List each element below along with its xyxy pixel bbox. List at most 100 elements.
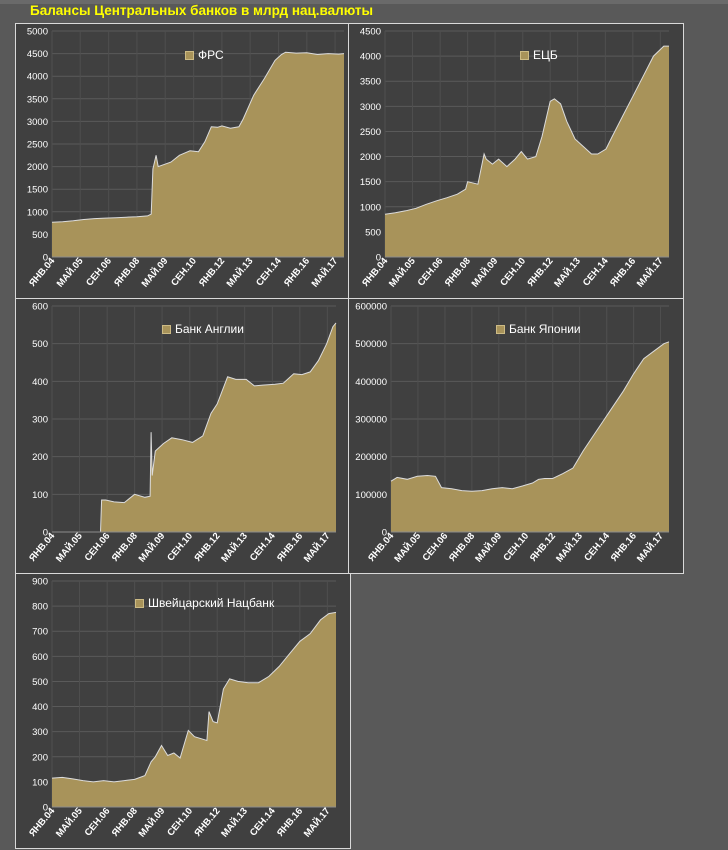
x-tick-label: СЕН.06	[84, 256, 114, 289]
x-tick-label: СЕН.14	[582, 530, 612, 563]
x-tick-label: ЯНВ.16	[275, 531, 305, 564]
x-tick-label: ЯНВ.12	[192, 806, 222, 839]
x-tick-label: МАЙ.17	[301, 805, 333, 839]
area-fill	[52, 52, 344, 258]
y-tick-label: 4500	[360, 27, 381, 38]
y-tick-label: 0	[43, 803, 48, 814]
series-line	[51, 51, 345, 223]
x-tick-label: ЯНВ.16	[608, 256, 638, 289]
x-tick-label: МАЙ.13	[218, 805, 250, 839]
chart-panel-fed: 0 500 1000 1500 2000 2500 3000 3500 4000 4500 5000…	[15, 23, 349, 299]
chart-svg: 0100200300400500600700800900ЯНВ.04МАЙ.05…	[27, 577, 337, 840]
y-tick-label: 200	[32, 452, 48, 463]
chart-panel-boe: 0 100 200 300 400 500 600 ЯНВ.04 МАЙ.05 СЕН.06 ЯНВ…	[15, 298, 349, 574]
x-tick-label: МАЙ.17	[301, 530, 333, 564]
y-tick-label: 0	[382, 528, 387, 539]
x-tick-label: ЯНВ.08	[447, 531, 477, 564]
x-tick-label: МАЙ.13	[224, 255, 256, 289]
y-tick-label: 500	[365, 227, 381, 238]
x-tick-label: СЕН.14	[248, 530, 278, 563]
x-tick-label: МАЙ.05	[392, 530, 424, 565]
y-tick-label: 500	[32, 339, 48, 350]
x-tick-label: МАЙ.09	[472, 530, 504, 564]
y-tick-label: 0	[43, 253, 48, 264]
series-line	[390, 341, 670, 492]
chart-legend: ФРС	[185, 48, 224, 62]
y-tick-label: 500000	[355, 339, 387, 350]
chart-svg: 0 500 1000 1500 2000 2500 3000 3500 4000 4500 5000…	[27, 27, 345, 290]
y-tick-label: 5000	[27, 27, 48, 38]
x-tick-label: ЯНВ.08	[110, 531, 140, 564]
chart-panel-boj: 0 100000 200000 300000 400000 500000 600000 ЯНВ…	[348, 298, 684, 574]
y-tick-label: 300000	[355, 415, 387, 426]
x-tick-label: МАЙ.17	[634, 255, 666, 289]
y-tick-label: 300	[32, 415, 48, 426]
x-tick-label: СЕН.06	[416, 256, 446, 289]
x-tick-label: ЯНВ.12	[192, 531, 222, 564]
y-tick-label: 3500	[360, 77, 381, 88]
top-strip	[0, 0, 728, 4]
legend-swatch	[520, 50, 529, 60]
x-tick-label: СЕН.14	[248, 805, 278, 838]
x-tick-label: МАЙ.17	[309, 255, 341, 289]
y-tick-label: 500	[32, 230, 48, 241]
chart-svg: 0100200300400500600ЯНВ.04МАЙ.05СЕН.06ЯНВ…	[27, 302, 337, 565]
y-tick-label: 400	[32, 702, 48, 713]
x-tick-label: СЕН.06	[420, 531, 450, 564]
x-tick-label: ЯНВ.16	[275, 806, 305, 839]
y-tick-label: 100000	[355, 490, 387, 501]
y-tick-label: 700	[32, 627, 48, 638]
x-tick-label: ЯНВ.08	[110, 806, 140, 839]
x-tick-label: СЕН.10	[165, 531, 195, 564]
x-tick-label: МАЙ.13	[218, 530, 250, 564]
y-tick-label: 1000	[27, 207, 48, 218]
y-tick-label: 0	[376, 253, 381, 264]
y-tick-label: 200	[32, 752, 48, 763]
y-tick-label: 2500	[27, 140, 48, 151]
y-tick-label: 0	[43, 528, 48, 539]
y-tick-label: 600	[32, 652, 48, 663]
y-tick-label: 500	[32, 677, 48, 688]
y-tick-label: 800	[32, 602, 48, 613]
legend-label: Швейцарский Нацбанк	[148, 596, 275, 610]
x-tick-label: МАЙ.09	[136, 805, 168, 839]
page-title: Балансы Центральных банков в млрд нац.ва…	[30, 3, 374, 18]
area-fill	[52, 322, 336, 532]
y-tick-label: 400000	[355, 377, 387, 388]
x-tick-label: СЕН.10	[169, 256, 199, 289]
y-tick-label: 600	[32, 302, 48, 313]
x-tick-label: ЯНВ.16	[609, 531, 639, 564]
x-tick-label: ЯНВ.08	[443, 256, 473, 289]
chart-svg: 0 100000 200000 300000 400000 500000 600000 ЯНВ…	[355, 302, 670, 565]
x-tick-label: СЕН.10	[498, 256, 528, 289]
x-tick-label: МАЙ.05	[386, 255, 418, 290]
chart-legend: ЕЦБ	[520, 48, 558, 62]
y-tick-label: 4500	[27, 49, 48, 60]
legend-swatch	[496, 324, 505, 334]
legend-swatch	[162, 324, 171, 334]
y-tick-label: 2000	[27, 162, 48, 173]
x-tick-label: МАЙ.13	[551, 255, 583, 289]
area-fill	[391, 341, 669, 532]
area-fill	[385, 46, 669, 257]
x-tick-label: МАЙ.09	[136, 530, 168, 564]
y-tick-label: 400	[32, 377, 48, 388]
series-line	[384, 45, 669, 215]
x-tick-label: ЯНВ.12	[528, 531, 558, 564]
y-tick-label: 600000	[355, 302, 387, 313]
x-tick-label: СЕН.06	[83, 531, 113, 564]
chart-legend: Банк Японии	[496, 322, 581, 336]
x-tick-label: МАЙ.05	[53, 805, 85, 840]
y-tick-label: 4000	[360, 52, 381, 63]
chart-legend: Швейцарский Нацбанк	[135, 596, 274, 610]
y-tick-label: 3000	[360, 102, 381, 113]
y-tick-label: 3500	[27, 94, 48, 105]
chart-panel-snb: 0 100 200 300 400 500 600 700 800 900 ЯНВ.04 МАЙ.05…	[15, 573, 351, 849]
legend-label: ЕЦБ	[533, 48, 558, 62]
legend-label: Банк Японии	[509, 322, 581, 336]
legend-label: Банк Англии	[175, 322, 244, 336]
y-tick-label: 900	[32, 577, 48, 588]
x-tick-label: МАЙ.09	[469, 255, 501, 289]
x-tick-label: СЕН.10	[165, 806, 195, 839]
x-tick-label: МАЙ.05	[54, 255, 86, 290]
